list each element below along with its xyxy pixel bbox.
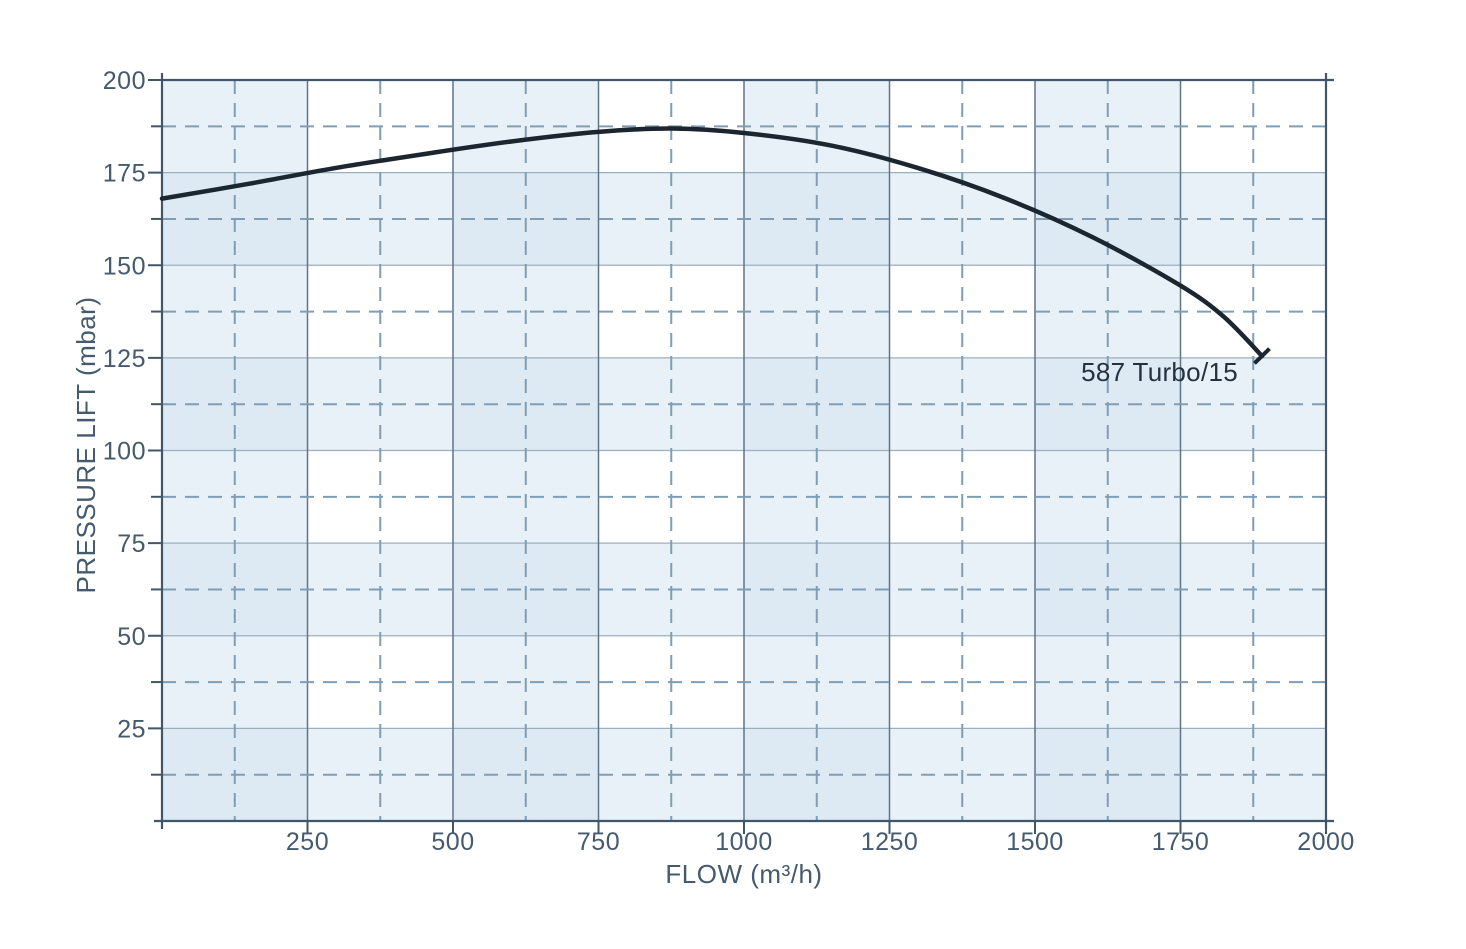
y-axis-title: PRESSURE LIFT (mbar)	[71, 296, 101, 594]
y-tick-labels: 25 50 75 100 125 150 175 200	[103, 67, 146, 743]
performance-curve	[159, 126, 1271, 365]
x-tick-label: 500	[431, 828, 474, 856]
curve-end-tick	[1253, 347, 1271, 365]
plot-border	[154, 73, 1334, 829]
y-tick-label: 175	[103, 160, 146, 188]
y-tick-label: 125	[103, 345, 146, 373]
x-axis-title: FLOW (m³/h)	[665, 859, 823, 889]
x-tick-label: 1750	[1152, 828, 1210, 856]
y-tick-label: 25	[117, 715, 146, 743]
x-tick-label: 1500	[1006, 828, 1064, 856]
curve-path	[159, 126, 1265, 359]
x-tick-label: 2000	[1297, 828, 1355, 856]
x-tick-label: 750	[577, 828, 620, 856]
x-tick-labels: 250 500 750 1000 1250 1500 1750 2000	[286, 828, 1355, 856]
y-tick-label: 150	[103, 252, 146, 280]
x-tick-label: 1000	[715, 828, 773, 856]
y-tick-label: 100	[103, 438, 146, 466]
series-label: 587 Turbo/15	[1081, 357, 1238, 387]
x-tick-label: 1250	[861, 828, 919, 856]
solid-vertical-gridlines	[306, 80, 1182, 821]
x-tick-label: 250	[286, 828, 329, 856]
y-tick-label: 50	[117, 623, 146, 651]
y-tick-label: 200	[103, 67, 146, 95]
y-tick-label: 75	[117, 530, 146, 558]
dashed-gridlines	[162, 80, 1326, 821]
